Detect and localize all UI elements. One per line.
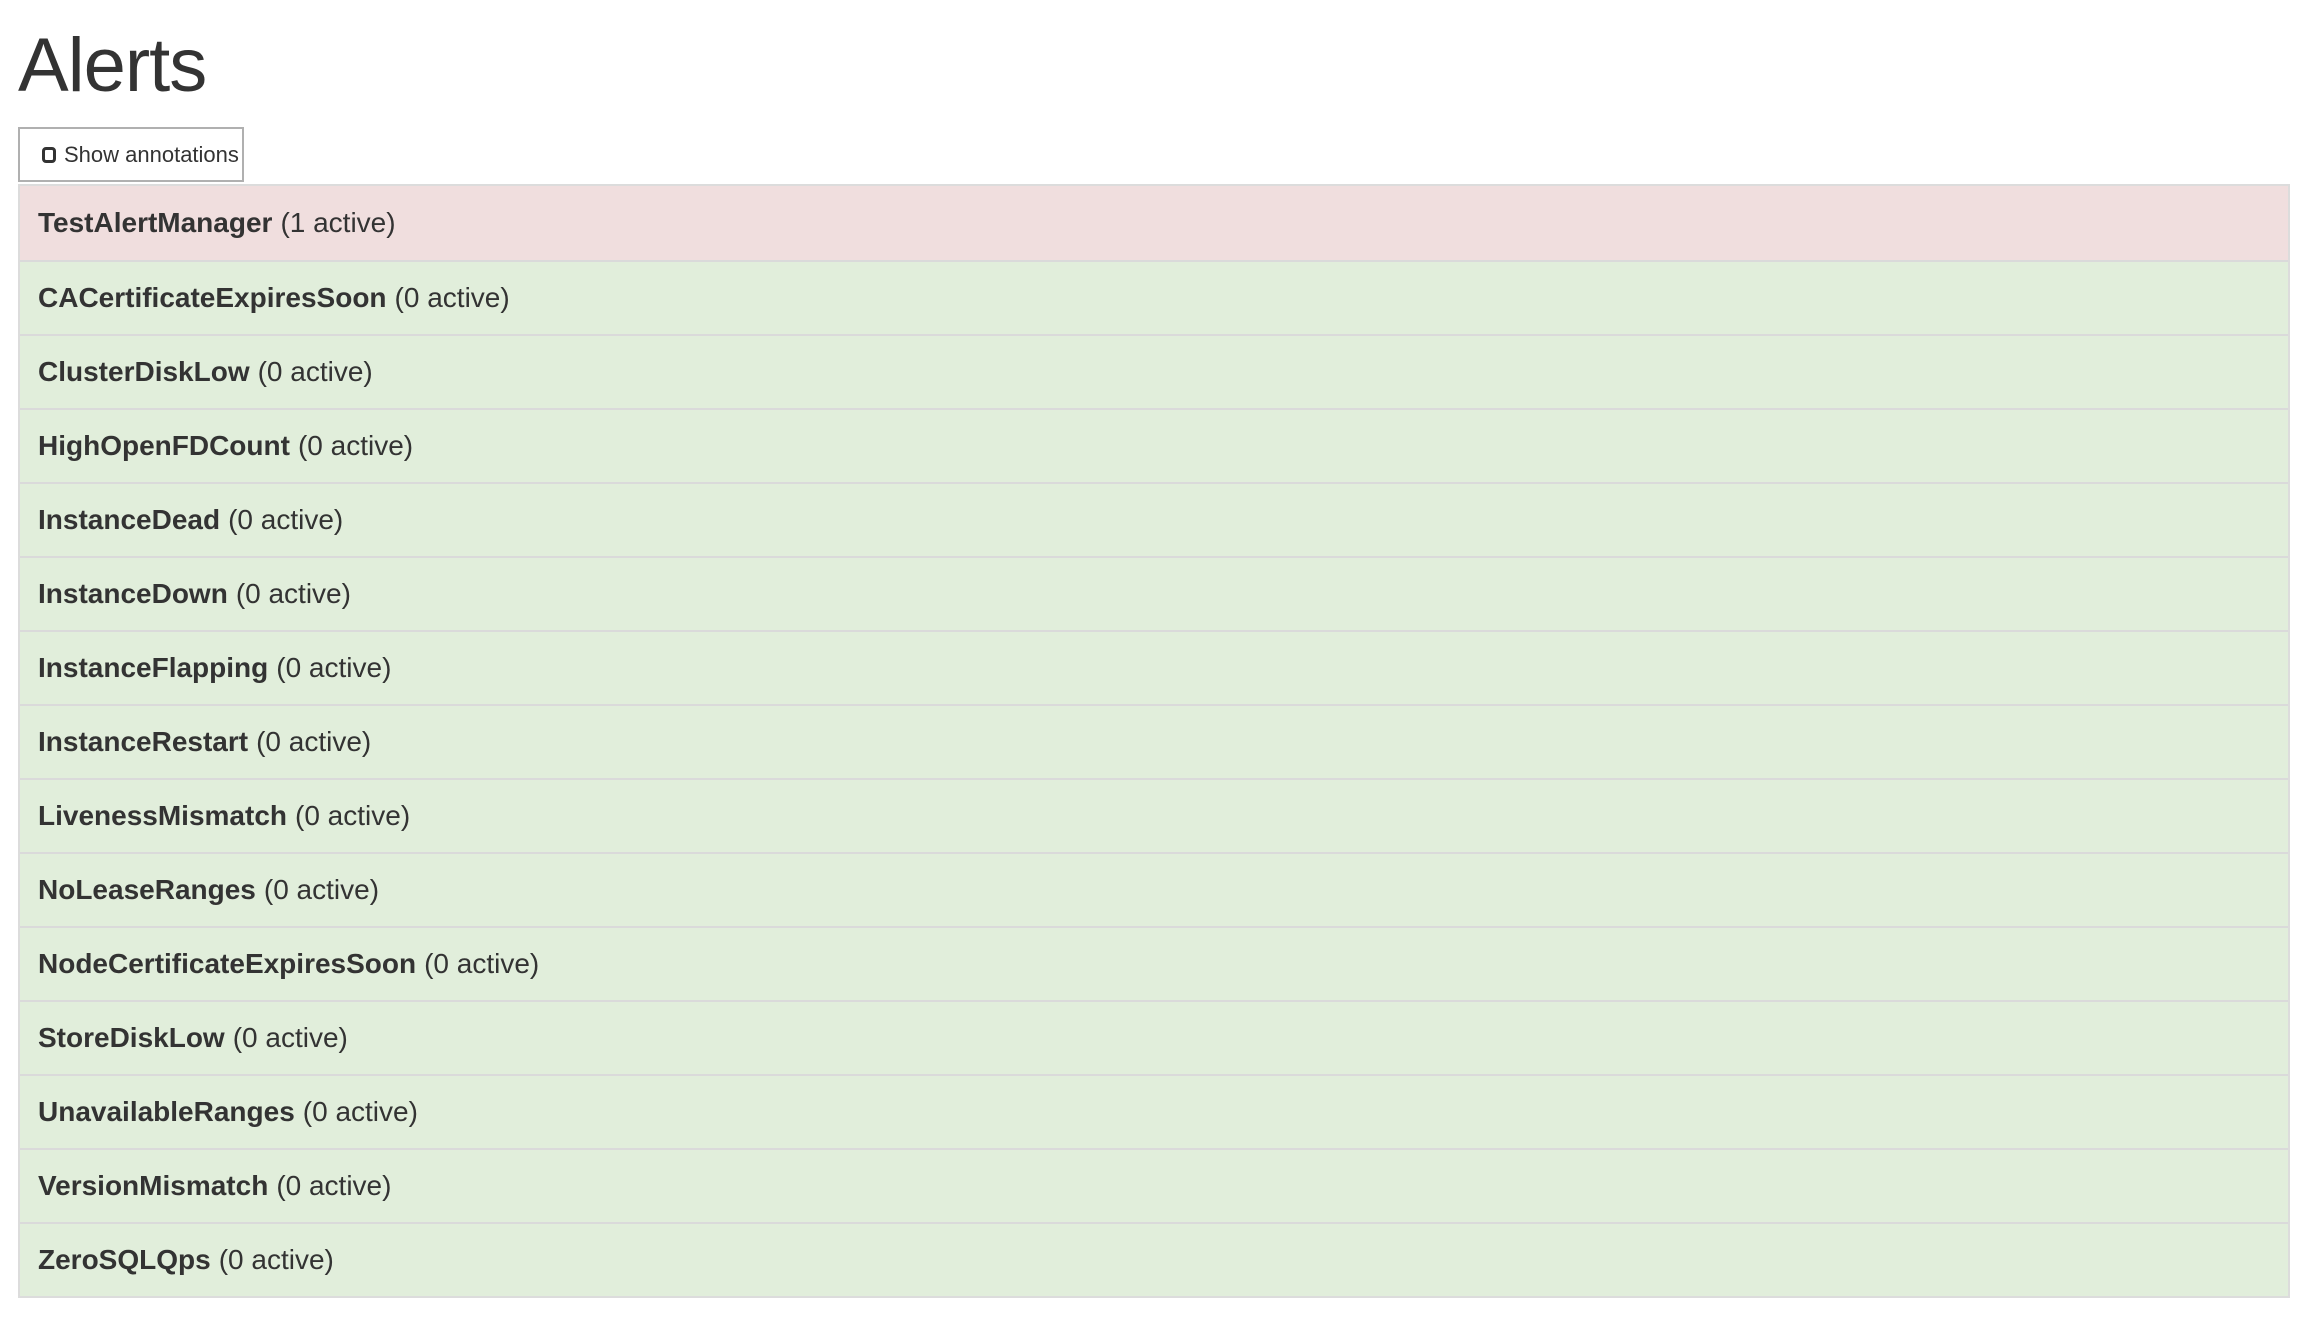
alert-rule-name: CACertificateExpiresSoon (38, 282, 387, 313)
alert-rule-name: InstanceDown (38, 578, 228, 609)
alert-rule-name: StoreDiskLow (38, 1022, 225, 1053)
alert-rule-row[interactable]: InstanceFlapping (0 active) (20, 630, 2288, 704)
alert-active-count: (0 active) (235, 578, 351, 609)
alert-rule-name: ClusterDiskLow (38, 356, 250, 387)
alert-rule-row[interactable]: TestAlertManager (1 active) (20, 186, 2288, 260)
alert-active-count: (0 active) (218, 1244, 334, 1275)
alert-rule-name: LivenessMismatch (38, 800, 287, 831)
alert-active-count: (0 active) (394, 282, 510, 313)
alert-rule-row[interactable]: NoLeaseRanges (0 active) (20, 852, 2288, 926)
alert-active-count: (0 active) (232, 1022, 348, 1053)
alert-rule-row[interactable]: InstanceDead (0 active) (20, 482, 2288, 556)
alert-rule-name: VersionMismatch (38, 1170, 269, 1201)
alert-rule-name: NoLeaseRanges (38, 874, 256, 905)
alert-active-count: (0 active) (297, 430, 414, 461)
alert-rule-row[interactable]: InstanceRestart (0 active) (20, 704, 2288, 778)
alert-rule-name: InstanceDead (38, 504, 221, 535)
alert-active-count: (0 active) (276, 652, 392, 683)
alert-rule-name: HighOpenFDCount (38, 430, 290, 461)
alert-rule-row[interactable]: InstanceDown (0 active) (20, 556, 2288, 630)
alert-rule-row[interactable]: NodeCertificateExpiresSoon (0 active) (20, 926, 2288, 1000)
alert-rule-name: InstanceFlapping (38, 652, 269, 683)
alert-rule-name: TestAlertManager (38, 207, 273, 238)
alert-rule-row[interactable]: CACertificateExpiresSoon (0 active) (20, 260, 2288, 334)
alert-active-count: (0 active) (424, 948, 540, 979)
alert-rule-row[interactable]: ZeroSQLQps (0 active) (20, 1222, 2288, 1296)
checkbox-icon[interactable] (42, 146, 56, 163)
alert-rule-row[interactable]: StoreDiskLow (0 active) (20, 1000, 2288, 1074)
alert-active-count: (0 active) (257, 356, 373, 387)
alert-active-count: (0 active) (228, 504, 344, 535)
show-annotations-toggle[interactable]: Show annotations (18, 127, 244, 182)
alert-rule-row[interactable]: ClusterDiskLow (0 active) (20, 334, 2288, 408)
alert-rule-row[interactable]: VersionMismatch (0 active) (20, 1148, 2288, 1222)
alert-rule-row[interactable]: HighOpenFDCount (0 active) (20, 408, 2288, 482)
alert-rule-name: InstanceRestart (38, 726, 249, 757)
alert-rule-name: ZeroSQLQps (38, 1244, 211, 1275)
alert-active-count: (0 active) (256, 726, 372, 757)
alert-rule-name: NodeCertificateExpiresSoon (38, 948, 417, 979)
alert-active-count: (0 active) (295, 800, 411, 831)
alert-active-count: (0 active) (263, 874, 380, 905)
alert-active-count: (1 active) (280, 207, 396, 238)
alert-active-count: (0 active) (302, 1096, 418, 1127)
alert-active-count: (0 active) (276, 1170, 392, 1201)
show-annotations-label: Show annotations (64, 141, 239, 167)
page-title: Alerts (18, 23, 207, 108)
alert-list: TestAlertManager (1 active) CACertificateE… (18, 184, 2290, 1298)
alert-rule-name: UnavailableRanges (38, 1096, 295, 1127)
alert-rule-row[interactable]: UnavailableRanges (0 active) (20, 1074, 2288, 1148)
alert-rule-row[interactable]: LivenessMismatch (0 active) (20, 778, 2288, 852)
